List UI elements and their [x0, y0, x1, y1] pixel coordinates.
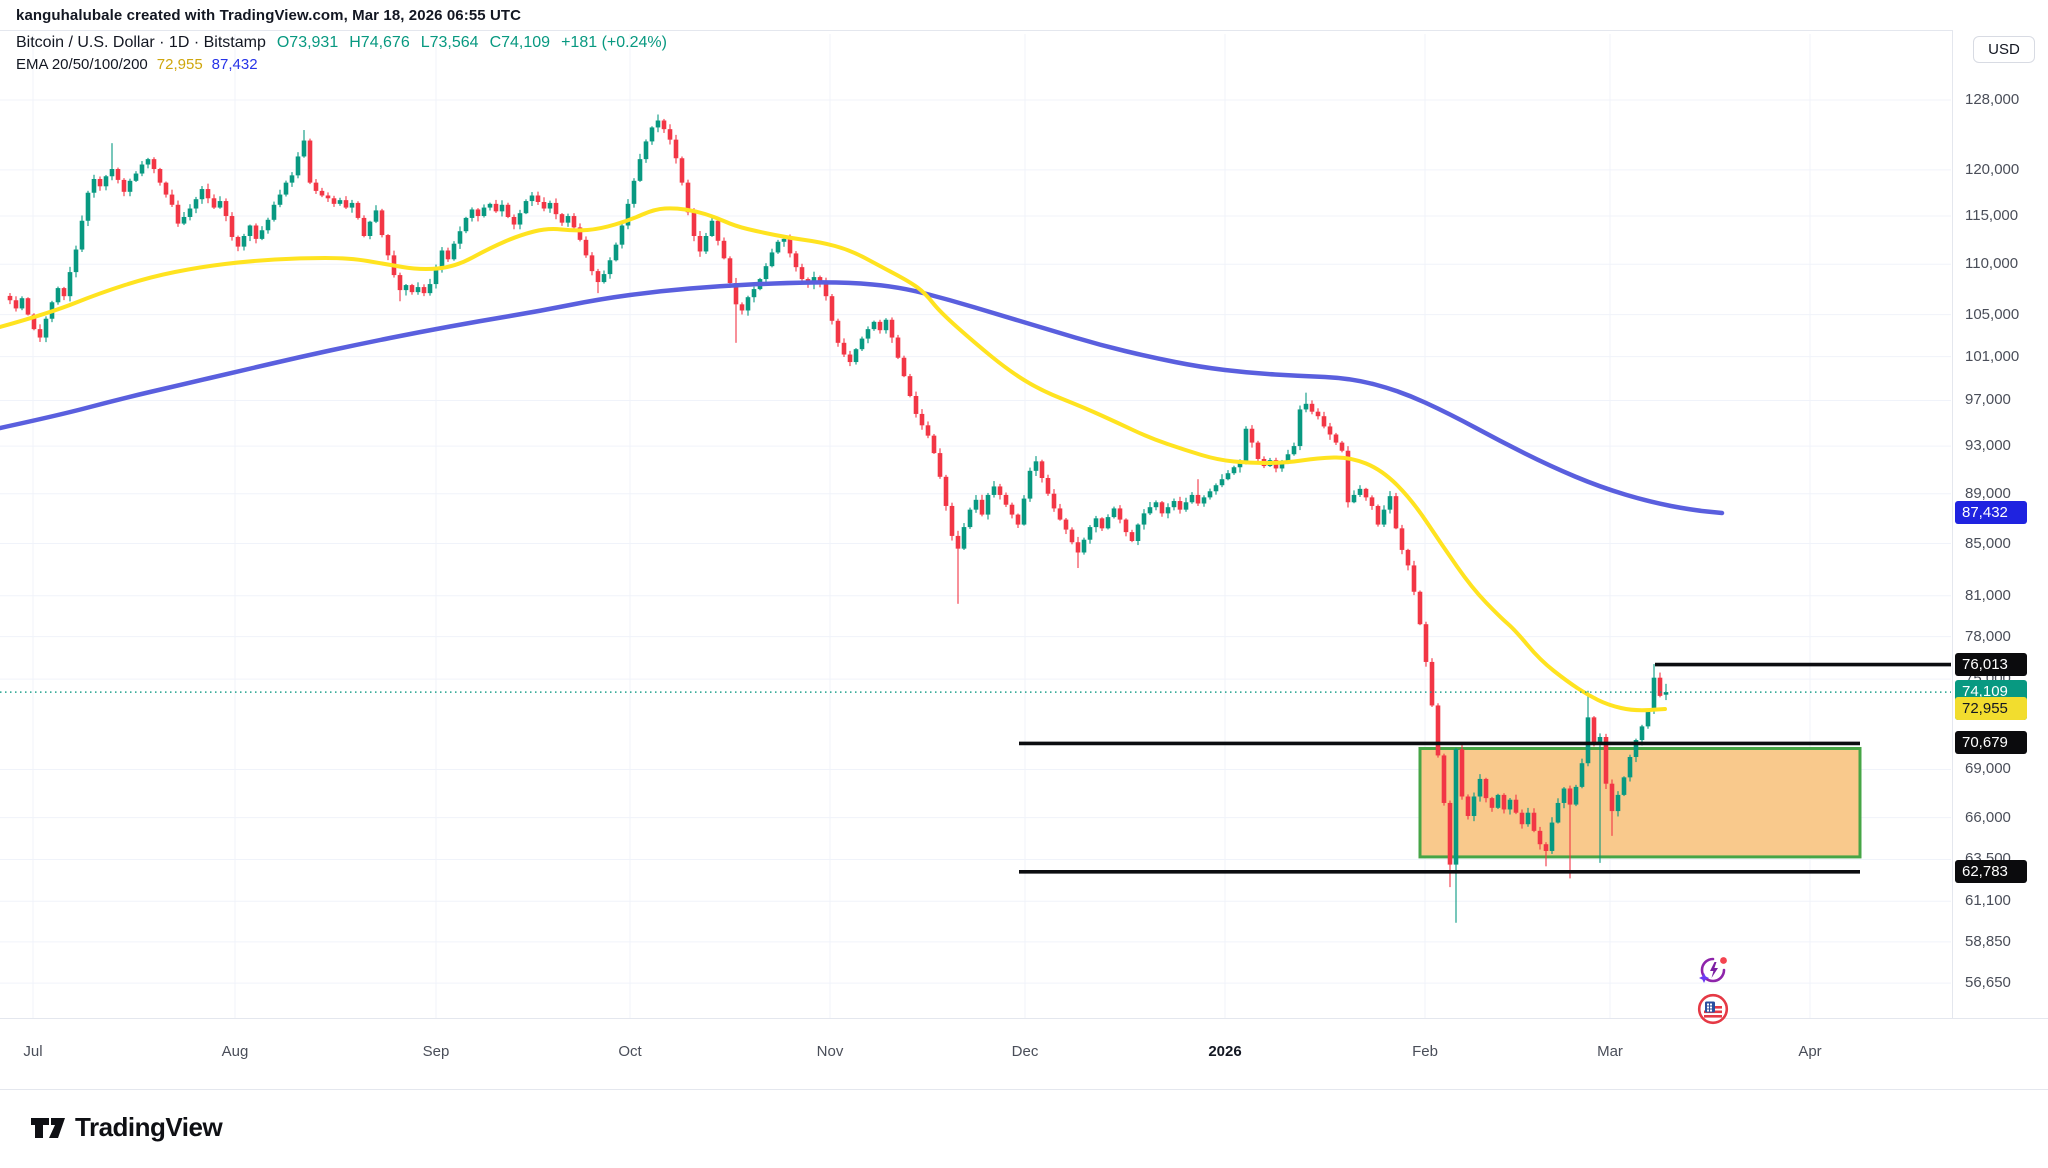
chart-legend: Bitcoin / U.S. Dollar · 1D · Bitstamp O73…: [16, 34, 667, 73]
price-axis[interactable]: USD 128,000 120,000 115,000 110,000 105,000 1…: [1952, 30, 2048, 1018]
price-axis-label: 66,000: [1963, 808, 2013, 827]
ohlc-low: L73,564: [420, 34, 479, 51]
tradingview-logo-icon: [31, 1117, 65, 1138]
tradingview-logo-text: TradingView: [75, 1112, 223, 1142]
currency-button[interactable]: USD: [1973, 36, 2035, 63]
ohlc-close: C74,109: [489, 34, 551, 51]
ema-legend-row[interactable]: EMA 20/50/100/200 72,955 87,432: [16, 56, 667, 73]
price-axis-label: 81,000: [1963, 586, 2013, 605]
attribution-text: kanguhalubale created with TradingView.c…: [16, 7, 522, 24]
time-axis[interactable]: Jul Aug Sep Oct Nov Dec 2026 Feb Mar Apr: [0, 1018, 2048, 1090]
price-axis-label: 78,000: [1963, 627, 2013, 646]
ema-title: EMA 20/50/100/200: [16, 56, 148, 73]
price-axis-label: 85,000: [1963, 534, 2013, 553]
price-tag-76013: 76,013: [1955, 652, 2027, 676]
time-axis-label-Oct: Oct: [618, 1043, 642, 1060]
time-axis-label-Feb: Feb: [1412, 1043, 1438, 1060]
time-axis-label-Sep: Sep: [422, 1043, 450, 1060]
price-axis-label: 89,000: [1963, 484, 2013, 503]
us-flag-building-icon[interactable]: [1697, 993, 1729, 1025]
price-axis-label: 61,100: [1963, 892, 2013, 911]
ohlc-change: +181 (+0.24%): [561, 34, 667, 51]
ai-sparkle-lightning-icon[interactable]: [1697, 954, 1729, 986]
price-tag-62783: 62,783: [1955, 859, 2027, 883]
divider: [0, 30, 2048, 31]
ema-fast-value: 72,955: [156, 56, 203, 73]
price-axis-label: 110,000: [1963, 255, 2021, 274]
price-axis-label: 101,000: [1963, 347, 2022, 366]
price-axis-label: 69,000: [1963, 760, 2013, 779]
price-axis-label: 115,000: [1963, 207, 2021, 226]
time-axis-label-Apr: Apr: [1798, 1043, 1822, 1060]
price-axis-label: 105,000: [1963, 305, 2022, 324]
ohlc-high: H74,676: [349, 34, 410, 51]
price-axis-label: 128,000: [1963, 91, 2022, 109]
ema-slow-value: 87,432: [211, 56, 258, 73]
price-tag-87432: 87,432: [1955, 500, 2027, 524]
time-axis-label-2026: 2026: [1208, 1043, 1242, 1060]
chart-canvas[interactable]: [0, 0, 1952, 1018]
symbol-legend-row[interactable]: Bitcoin / U.S. Dollar · 1D · Bitstamp O73…: [16, 34, 667, 52]
event-icons: [1697, 954, 1729, 1025]
time-axis-label-Jul: Jul: [23, 1043, 43, 1060]
price-axis-label: 120,000: [1963, 160, 2022, 179]
price-axis-label: 93,000: [1963, 437, 2013, 456]
symbol-title: Bitcoin / U.S. Dollar · 1D · Bitstamp: [16, 34, 266, 51]
time-axis-label-Nov: Nov: [816, 1043, 844, 1060]
time-axis-label-Aug: Aug: [221, 1043, 249, 1060]
tradingview-logo[interactable]: TradingView: [30, 1112, 223, 1143]
price-axis-label: 56,650: [1963, 974, 2013, 993]
footer: TradingView: [0, 1090, 2048, 1168]
ohlc-open: O73,931: [276, 34, 339, 51]
price-axis-label: 58,850: [1963, 932, 2013, 951]
price-tag-72955: 72,955: [1955, 697, 2027, 721]
time-axis-label-Mar: Mar: [1597, 1043, 1623, 1060]
time-axis-label-Dec: Dec: [1011, 1043, 1039, 1060]
price-axis-label: 97,000: [1963, 391, 2013, 410]
price-tag-70679: 70,679: [1955, 731, 2027, 755]
